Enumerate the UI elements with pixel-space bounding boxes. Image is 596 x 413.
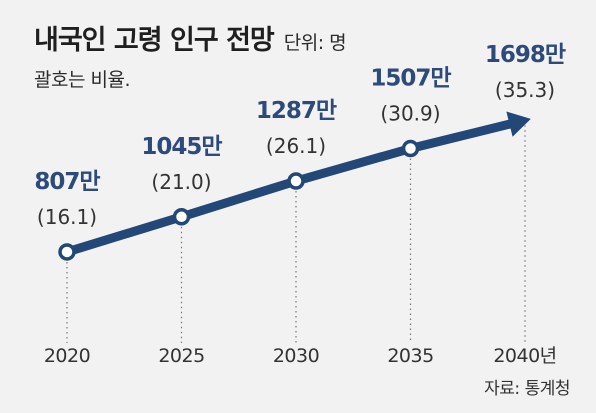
chart-marks: 807만 (16.1) 1045만 (21.0) 1287만 (26.1) 1507만 (30… [34, 42, 567, 261]
guide-lines [66, 120, 526, 343]
title-row: 내국인 고령 인구 전망 단위: 명 [34, 18, 347, 57]
unit-label: 단위: 명 [283, 32, 347, 54]
ratio-note: 괄호는 비율. [34, 69, 130, 91]
ratio-label: (21.0) [151, 170, 211, 194]
x-tick-label: 2035 [387, 345, 433, 367]
chart-title: 내국인 고령 인구 전망 [34, 25, 275, 56]
ratio-label: (26.1) [266, 134, 326, 158]
data-point-2020 [58, 243, 76, 261]
ratio-label: (16.1) [37, 205, 97, 229]
ratio-label: (30.9) [380, 102, 440, 126]
chart-header: 내국인 고령 인구 전망 단위: 명 괄호는 비율. [34, 18, 347, 92]
data-point-2030 [287, 172, 305, 190]
x-tick-label: 2020 [44, 345, 90, 367]
x-axis-ticks: 2020 2025 2030 2035 2040년 [44, 345, 557, 367]
data-point-2025 [172, 208, 191, 226]
arrow-head [506, 111, 531, 137]
value-label: 1045만 [141, 134, 222, 160]
value-label: 807만 [34, 169, 100, 195]
value-label: 1507만 [370, 66, 451, 92]
x-tick-label: 2030 [273, 345, 319, 367]
source-label: 자료: 통계청 [484, 379, 570, 399]
ratio-label: (35.3) [495, 78, 555, 102]
value-label: 1698만 [485, 42, 566, 68]
x-tick-label: 2025 [158, 345, 204, 367]
value-label: 1287만 [256, 98, 337, 124]
data-point-2035 [401, 139, 420, 158]
x-tick-label: 2040년 [493, 345, 556, 367]
